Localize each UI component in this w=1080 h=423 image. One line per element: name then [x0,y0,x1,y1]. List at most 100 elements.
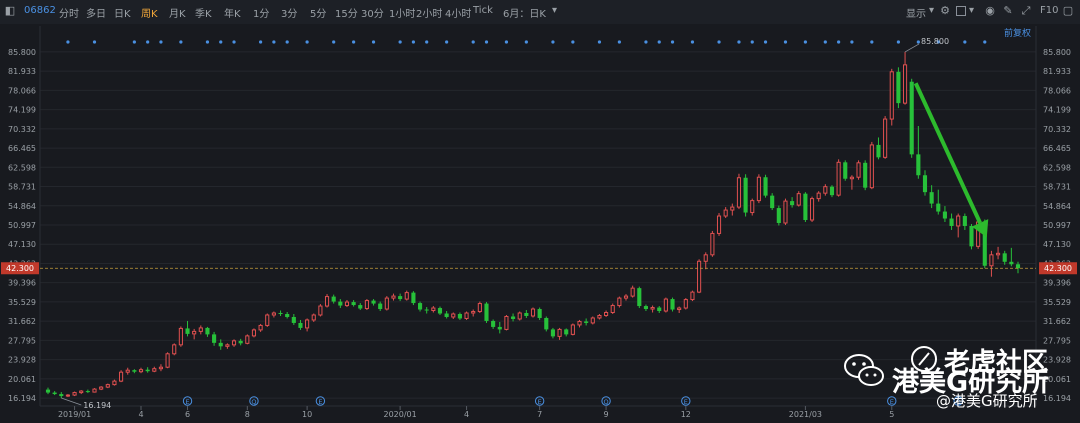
compare-chevron-icon[interactable]: ▾ [552,5,558,16]
candle [85,389,90,394]
candle [132,369,137,374]
candle-body [770,195,775,209]
period-tab[interactable]: Tick [473,5,493,16]
adjust-mode-button[interactable]: 前复权 [1004,29,1032,39]
display-menu-button[interactable]: 显示 [906,9,926,20]
candle-body [298,322,303,328]
candle [344,300,350,308]
period-tab[interactable]: 日K [114,9,131,20]
period-tab[interactable]: 4小时 [445,9,472,20]
candle [743,174,748,217]
x-tick-label: 2021/03 [789,410,822,419]
candle-body [205,327,210,335]
overlay-checkbox[interactable] [956,6,966,16]
candle-body [823,186,828,194]
dividend-dot [259,40,263,44]
candle [756,174,761,204]
display-chevron-icon[interactable]: ▾ [929,5,935,16]
period-tab[interactable]: 年K [224,9,241,20]
f10-button[interactable]: F10 [1040,5,1059,16]
close-icon[interactable]: ▢ [1062,4,1074,17]
candle-body [112,380,117,386]
toolbar: ◧ 06862 分时 多日 日K 周K 月K 季K 年K 1分 3分 5分 15分 30分 1小时 2小时… [0,0,1080,25]
camera-icon[interactable]: ◉ [985,4,995,17]
candle [378,301,383,312]
candle-body [338,301,343,306]
period-tab[interactable]: 1小时 [389,9,416,20]
period-tab[interactable]: 3分 [281,9,298,20]
candle [205,326,210,337]
stock-code[interactable]: 06862 [24,5,56,16]
dividend-dot [272,40,276,44]
dividend-dot [179,40,183,44]
y-tick-label: 78.066 [1043,86,1071,95]
x-tick-label: 4 [464,410,469,419]
candle [318,304,323,317]
y-tick-label: 54.864 [8,202,36,211]
period-tab[interactable]: 周K [141,9,158,20]
candle [710,230,715,257]
candle-body [996,252,1001,256]
event-marker [315,396,326,406]
candle-body [278,313,283,315]
candle-body [690,291,695,301]
candle-body [584,321,589,323]
y-tick-label: 39.396 [8,279,36,288]
candle-body [677,307,682,311]
candle-body [736,177,742,208]
period-tab[interactable]: 15分 [335,9,358,20]
dividend-dot [352,40,356,44]
candle [1015,261,1021,274]
candle-body [378,303,383,310]
dividend-dot [551,40,555,44]
y-tick-label: 70.332 [8,125,36,134]
fullscreen-icon[interactable]: ⤢ [1021,4,1031,17]
compare-period-select[interactable]: 6月：日K [503,9,546,20]
candle-body [99,386,104,390]
dividend-dot [916,40,920,44]
sidebar-toggle-icon[interactable]: ◧ [4,4,16,17]
period-tab[interactable]: 5分 [310,9,327,20]
y-tick-label: 20.061 [8,375,36,384]
candle-body [384,297,389,310]
max-label: 85.800 [921,37,949,46]
candle [989,250,994,277]
x-tick-label: 7 [537,410,542,419]
overlay-chevron-icon[interactable]: ▾ [969,5,975,16]
y-axis-right: 85.800 81.933 78.066 74.199 70.332 66.465 62.5… [1043,48,1071,403]
candle-body [590,317,595,324]
candle-body [285,313,290,317]
period-tab[interactable]: 分时 [59,9,79,20]
candle [138,367,144,374]
period-tab[interactable]: 季K [195,9,212,20]
dividend-dot [983,40,987,44]
candle-body [491,320,496,327]
candle [783,198,788,225]
period-tab[interactable]: 2小时 [416,9,443,20]
dividend-dot [445,40,449,44]
y-tick-label: 39.396 [1043,279,1071,288]
candle-body [172,344,177,355]
dividend-dot [690,40,695,44]
candle [471,309,476,317]
dividend-dot [750,40,754,44]
candle-body [829,186,835,196]
draw-pen-icon[interactable]: ✎ [1003,4,1013,17]
candle-body [1002,253,1007,262]
candle [158,364,164,372]
candle-body [617,297,622,307]
settings-gear-icon[interactable]: ⚙ [940,4,950,17]
candle-body [225,344,230,347]
period-tab[interactable]: 1分 [253,9,270,20]
candle-body [936,203,941,212]
watermark-brand: 老虎社区 [944,348,1049,378]
candle-body [803,193,808,221]
period-tab[interactable]: 30分 [361,9,384,20]
period-tab[interactable]: 多日 [86,9,106,20]
candle [716,213,722,236]
candle [790,197,795,208]
period-tab[interactable]: 月K [169,9,186,20]
x-tick-label: 12 [681,410,691,419]
candle [212,331,217,346]
